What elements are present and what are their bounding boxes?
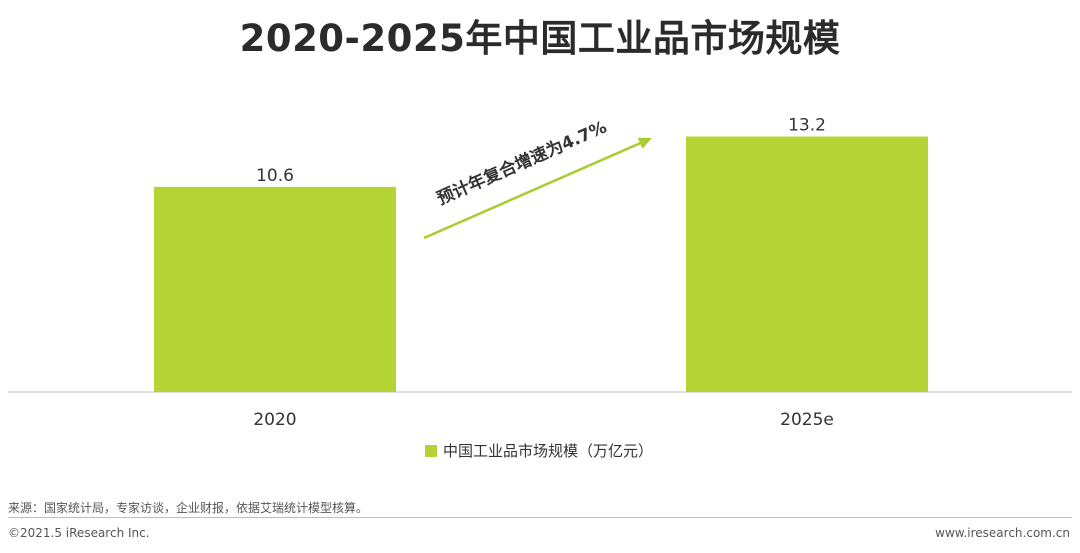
data-label-2025e: 13.2: [788, 116, 826, 136]
x-tick-label-2025e: 2025e: [780, 410, 834, 430]
website-text: www.iresearch.com.cn: [935, 526, 1070, 540]
data-label-2020: 10.6: [256, 166, 294, 186]
footer-divider: [8, 517, 1072, 518]
source-note: 来源：国家统计局，专家访谈，企业财报，依据艾瑞统计模型核算。: [8, 501, 369, 515]
growth-arrow-head: [637, 137, 652, 149]
legend: 中国工业品市场规模（万亿元）: [425, 440, 653, 461]
bar-2025e: [686, 136, 928, 392]
bar-2020: [154, 186, 396, 392]
legend-label: 中国工业品市场规模（万亿元）: [443, 442, 654, 460]
x-tick-label-2020: 2020: [253, 410, 296, 430]
growth-arrow-line: [423, 140, 645, 240]
legend-swatch: [425, 444, 437, 457]
chart-title: 2020-2025年中国工业品市场规模: [239, 17, 841, 60]
copyright-text: ©2021.5 iResearch Inc.: [8, 526, 150, 540]
